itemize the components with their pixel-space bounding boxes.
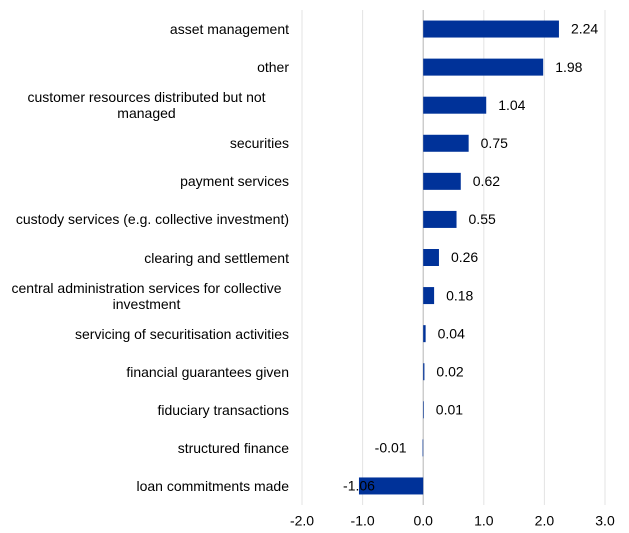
value-label: -0.01 (375, 440, 407, 456)
category-label: asset management (169, 21, 289, 38)
category-label: clearing and settlement (144, 249, 289, 266)
bar (423, 172, 461, 190)
bar (422, 439, 424, 457)
bar (423, 58, 544, 76)
bar (423, 401, 424, 419)
x-tick-label: -1.0 (351, 513, 375, 529)
bar (423, 363, 425, 381)
x-tick-label: 0.0 (413, 513, 433, 529)
category-label: customer resources distributed but not m… (27, 89, 266, 122)
value-label: 0.26 (451, 249, 478, 265)
bar (423, 20, 559, 38)
value-label: 0.04 (438, 325, 465, 341)
category-label: securities (229, 135, 289, 152)
category-label: servicing of securitisation activities (75, 325, 289, 342)
bar (423, 249, 439, 266)
value-label: 0.02 (436, 363, 463, 379)
value-label: 0.75 (481, 135, 508, 151)
bar (358, 477, 424, 495)
value-label: 0.01 (436, 402, 463, 418)
value-label: 0.18 (446, 287, 473, 303)
value-label: 1.98 (555, 59, 582, 75)
bar (423, 134, 469, 152)
value-label: -1.06 (343, 478, 375, 494)
bar (423, 96, 487, 114)
category-label: fiduciary transactions (157, 401, 289, 418)
category-label: custody services (e.g. collective invest… (15, 211, 289, 228)
x-tick-label: 3.0 (595, 513, 615, 529)
value-label: 0.55 (469, 211, 496, 227)
x-tick-label: 1.0 (474, 513, 494, 529)
x-tick-label: -2.0 (290, 513, 314, 529)
value-label: 1.04 (498, 97, 525, 113)
category-label: central administration services for coll… (11, 279, 282, 312)
bar (423, 210, 457, 228)
value-label: 2.24 (571, 21, 598, 37)
category-label: payment services (180, 173, 289, 190)
category-label: other (257, 59, 289, 76)
value-label: 0.62 (473, 173, 500, 189)
x-tick-label: 2.0 (535, 513, 555, 529)
category-label: financial guarantees given (126, 363, 289, 380)
bar (423, 287, 435, 305)
category-label: loan commitments made (136, 477, 289, 494)
category-label: structured finance (177, 439, 289, 456)
bar (423, 325, 426, 343)
